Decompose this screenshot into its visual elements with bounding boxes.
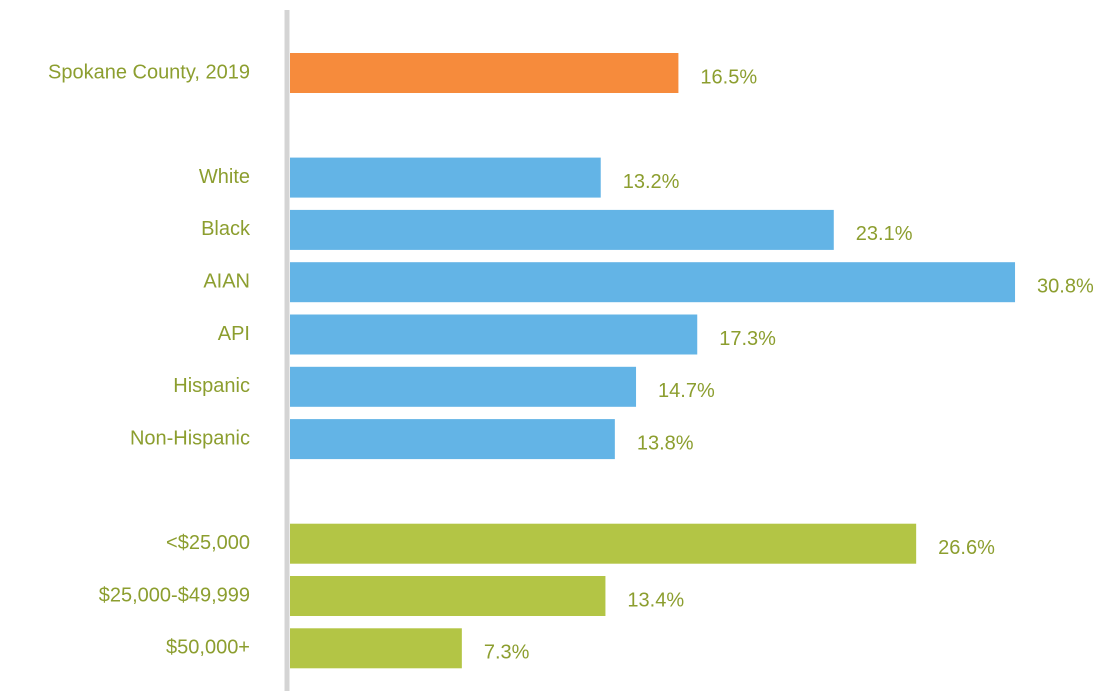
value-label: 30.8% — [1037, 275, 1094, 297]
bar — [290, 366, 637, 407]
value-label: 23.1% — [856, 223, 913, 245]
bar — [290, 53, 679, 93]
value-label: 26.6% — [938, 537, 995, 559]
value-label: 16.5% — [700, 66, 757, 88]
value-label: 17.3% — [719, 328, 776, 350]
category-label: $50,000+ — [166, 637, 250, 659]
category-label: Hispanic — [173, 375, 250, 397]
bar — [290, 157, 601, 198]
category-label: White — [199, 166, 250, 188]
bar — [290, 262, 1016, 303]
category-label: AIAN — [203, 270, 250, 292]
bar — [290, 314, 698, 355]
bar — [290, 628, 462, 669]
value-label: 13.4% — [627, 589, 684, 611]
value-label: 7.3% — [484, 642, 530, 664]
category-label: API — [218, 323, 250, 345]
value-label: 13.8% — [637, 432, 694, 454]
value-label: 13.2% — [623, 171, 680, 193]
category-label: $25,000-$49,999 — [99, 584, 250, 606]
bar — [290, 576, 606, 616]
category-label: <$25,000 — [166, 532, 250, 554]
value-label: 14.7% — [658, 380, 715, 402]
category-label: Spokane County, 2019 — [48, 61, 250, 83]
bar — [290, 209, 834, 250]
bar — [290, 523, 917, 564]
category-label: Black — [201, 218, 251, 240]
bar — [290, 419, 615, 460]
category-label: Non-Hispanic — [130, 427, 250, 449]
